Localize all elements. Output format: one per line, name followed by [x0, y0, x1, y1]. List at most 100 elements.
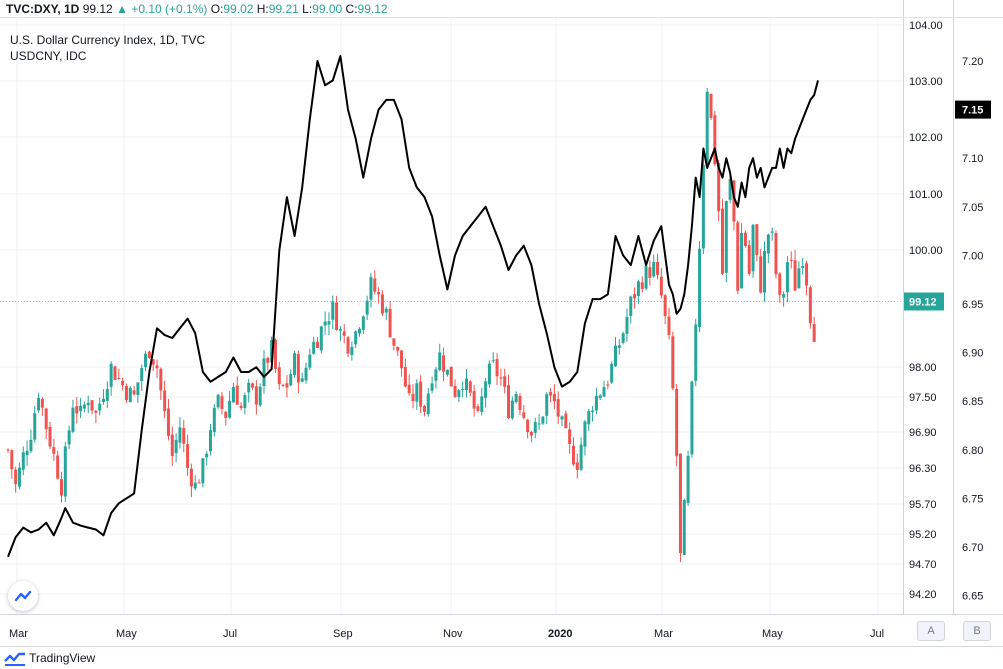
candle-body[interactable]: [342, 331, 346, 336]
scale-b-button[interactable]: B: [963, 621, 991, 641]
candle-body[interactable]: [182, 428, 186, 444]
candle-body[interactable]: [778, 273, 782, 295]
candle-body[interactable]: [782, 294, 786, 298]
candle-body[interactable]: [384, 308, 388, 313]
candle-body[interactable]: [224, 411, 228, 418]
candle-body[interactable]: [640, 282, 644, 289]
candle-body[interactable]: [720, 208, 724, 274]
candle-body[interactable]: [763, 251, 767, 293]
candle-body[interactable]: [400, 350, 404, 369]
candle-body[interactable]: [503, 376, 507, 387]
candle-body[interactable]: [166, 408, 170, 436]
candle-body[interactable]: [293, 353, 297, 375]
candle-body[interactable]: [147, 351, 151, 359]
candle-body[interactable]: [812, 324, 816, 342]
candle-body[interactable]: [770, 231, 774, 233]
candle-body[interactable]: [564, 413, 568, 429]
candle-body[interactable]: [545, 394, 549, 416]
candle-body[interactable]: [327, 321, 331, 325]
candle-body[interactable]: [201, 458, 205, 484]
candle-body[interactable]: [102, 398, 106, 403]
candle-body[interactable]: [90, 400, 94, 411]
candle-body[interactable]: [228, 400, 232, 418]
candle-body[interactable]: [59, 479, 63, 496]
candle-body[interactable]: [56, 455, 60, 479]
candle-body[interactable]: [323, 321, 327, 326]
candle-body[interactable]: [361, 316, 365, 330]
candle-body[interactable]: [575, 462, 579, 470]
candle-body[interactable]: [273, 339, 277, 369]
candle-body[interactable]: [193, 482, 197, 489]
candle-body[interactable]: [747, 245, 751, 274]
candle-body[interactable]: [121, 380, 125, 386]
candle-body[interactable]: [686, 455, 690, 503]
candle-body[interactable]: [82, 404, 86, 409]
candle-body[interactable]: [388, 308, 392, 338]
candle-body[interactable]: [541, 416, 545, 424]
candle-body[interactable]: [113, 366, 117, 380]
candle-body[interactable]: [170, 434, 174, 457]
candle-body[interactable]: [377, 292, 381, 295]
candle-body[interactable]: [507, 385, 511, 418]
candle-body[interactable]: [510, 400, 514, 419]
candle-body[interactable]: [63, 446, 67, 497]
candle-body[interactable]: [44, 408, 48, 430]
candle-body[interactable]: [717, 163, 721, 212]
candle-body[interactable]: [21, 452, 25, 470]
candle-body[interactable]: [52, 447, 56, 454]
candle-body[interactable]: [315, 341, 319, 348]
candle-body[interactable]: [560, 416, 564, 420]
candle-body[interactable]: [785, 262, 789, 293]
candle-body[interactable]: [422, 405, 426, 412]
candle-body[interactable]: [751, 224, 755, 272]
candle-body[interactable]: [105, 388, 109, 401]
candle-body[interactable]: [319, 326, 323, 351]
candle-body[interactable]: [308, 354, 312, 368]
candle-body[interactable]: [438, 352, 442, 371]
candle-body[interactable]: [37, 397, 41, 411]
candle-body[interactable]: [212, 407, 216, 433]
candle-body[interactable]: [304, 367, 308, 381]
candle-body[interactable]: [434, 369, 438, 381]
candle-body[interactable]: [281, 384, 285, 386]
candle-body[interactable]: [801, 265, 805, 268]
candle-body[interactable]: [743, 232, 747, 247]
candle-body[interactable]: [132, 390, 136, 395]
candle-body[interactable]: [155, 365, 159, 369]
candle-body[interactable]: [461, 388, 465, 390]
candle-body[interactable]: [484, 381, 488, 398]
candle-body[interactable]: [178, 427, 182, 443]
candle-body[interactable]: [189, 468, 193, 487]
candle-body[interactable]: [14, 469, 18, 485]
candle-body[interactable]: [251, 383, 255, 388]
candle-body[interactable]: [728, 179, 732, 200]
candle-body[interactable]: [537, 423, 541, 425]
candle-body[interactable]: [552, 394, 556, 402]
candle-body[interactable]: [556, 399, 560, 417]
candle-body[interactable]: [675, 388, 679, 457]
candle-body[interactable]: [396, 346, 400, 351]
candle-body[interactable]: [380, 294, 384, 314]
candle-body[interactable]: [671, 336, 675, 389]
candle-body[interactable]: [476, 406, 480, 411]
candle-body[interactable]: [205, 453, 209, 458]
candle-body[interactable]: [258, 386, 262, 406]
candle-body[interactable]: [621, 333, 625, 343]
candle-body[interactable]: [648, 267, 652, 278]
candle-body[interactable]: [472, 391, 476, 409]
candle-body[interactable]: [468, 381, 472, 393]
candle-body[interactable]: [587, 411, 591, 425]
candle-body[interactable]: [789, 259, 793, 261]
candle-body[interactable]: [40, 398, 44, 408]
candle-body[interactable]: [209, 430, 212, 452]
candle-body[interactable]: [602, 387, 606, 397]
candle-body[interactable]: [442, 355, 446, 372]
candle-body[interactable]: [86, 402, 90, 406]
candle-body[interactable]: [533, 422, 537, 433]
candle-body[interactable]: [514, 393, 518, 402]
tradingview-badge[interactable]: [8, 581, 38, 611]
candle-body[interactable]: [636, 281, 640, 296]
candle-body[interactable]: [709, 93, 713, 118]
candle-body[interactable]: [239, 405, 243, 408]
